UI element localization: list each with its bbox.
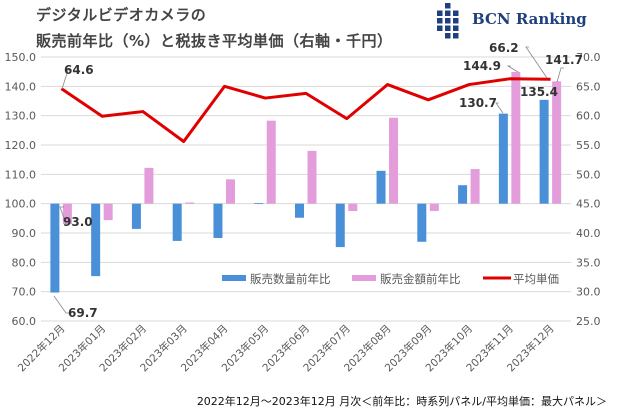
data-label: 144.9 <box>463 59 501 73</box>
y-tick-label: 70.0 <box>12 286 37 299</box>
y-tick-label: 130.0 <box>5 110 37 123</box>
legend-label-quantity: 販売数量前年比 <box>250 272 331 286</box>
y-tick-label: 110.0 <box>5 168 37 181</box>
quantity-bar <box>539 99 549 204</box>
leader-line <box>61 69 71 90</box>
amount-bar <box>144 167 154 204</box>
footer-note: 2022年12月～2023年12月 月次＜前年比：時系列パネル/平均単価：最大パ… <box>196 395 607 408</box>
legend-swatch-quantity <box>222 275 246 281</box>
data-label: 130.7 <box>459 96 497 110</box>
leader-line <box>495 102 504 114</box>
legend-label-price: 平均単価 <box>513 272 559 286</box>
amount-bar <box>266 120 276 204</box>
amount-bar <box>348 203 358 211</box>
y-tick-label: 120.0 <box>5 139 37 152</box>
quantity-bar <box>172 203 182 241</box>
amount-bar <box>225 179 235 204</box>
quantity-bar <box>417 203 427 242</box>
leader-line <box>53 295 70 314</box>
legend-label-amount: 販売金額前年比 <box>380 272 461 286</box>
leader-line <box>525 46 548 79</box>
data-label: 66.2 <box>489 41 519 55</box>
legend-swatch-amount <box>352 275 376 281</box>
amount-bar <box>62 203 72 225</box>
legend: 販売数量前年比 販売金額前年比 平均単価 <box>222 272 559 286</box>
y2-tick-label: 40.0 <box>576 227 601 240</box>
quantity-bar <box>213 203 223 238</box>
y2-tick-label: 25.0 <box>576 315 601 328</box>
y2-tick-label: 50.0 <box>576 168 601 181</box>
y-tick-label: 80.0 <box>12 256 37 269</box>
amount-bar <box>552 81 562 204</box>
amount-bar <box>389 117 399 204</box>
data-label: 64.6 <box>64 63 94 77</box>
amount-bar <box>103 203 113 221</box>
quantity-bar <box>376 170 386 204</box>
leader-line <box>506 65 519 73</box>
y-tick-label: 100.0 <box>5 198 37 211</box>
data-label: 69.7 <box>68 306 98 320</box>
y-tick-label: 90.0 <box>12 227 37 240</box>
chart-title-line1: デジタルビデオカメラの <box>36 6 207 24</box>
quantity-bar <box>254 203 264 204</box>
leader-line <box>556 67 564 83</box>
y2-tick-label: 65.0 <box>576 80 601 93</box>
y-tick-label: 140.0 <box>5 80 37 93</box>
amount-bar <box>307 150 317 204</box>
y2-tick-label: 30.0 <box>576 286 601 299</box>
quantity-bar <box>458 185 468 204</box>
y-tick-label: 150.0 <box>5 51 37 64</box>
y2-tick-label: 70.0 <box>576 51 601 64</box>
amount-bar <box>511 71 521 204</box>
leader-line <box>59 206 67 225</box>
y2-tick-label: 60.0 <box>576 110 601 123</box>
quantity-bar <box>295 203 304 218</box>
y-tick-label: 60.0 <box>12 315 37 328</box>
chart-title-line2: 販売前年比（%）と税抜き平均単価（右軸・千円） <box>36 32 393 50</box>
quantity-bar <box>498 113 508 204</box>
data-label: 93.0 <box>63 215 93 229</box>
quantity-bar <box>91 203 101 277</box>
y2-tick-label: 55.0 <box>576 139 601 152</box>
amount-bar <box>185 202 195 204</box>
y2-tick-label: 35.0 <box>576 256 601 269</box>
bcn-logo-text: BCN Ranking <box>472 10 587 28</box>
data-label: 135.4 <box>520 85 558 99</box>
quantity-bar <box>50 203 60 293</box>
amount-bar <box>429 203 439 211</box>
amount-bar <box>470 169 480 204</box>
price-line <box>60 77 551 143</box>
data-label: 141.7 <box>545 53 583 67</box>
quantity-bar <box>131 203 141 229</box>
y2-tick-label: 45.0 <box>576 198 601 211</box>
quantity-bar <box>335 203 345 248</box>
